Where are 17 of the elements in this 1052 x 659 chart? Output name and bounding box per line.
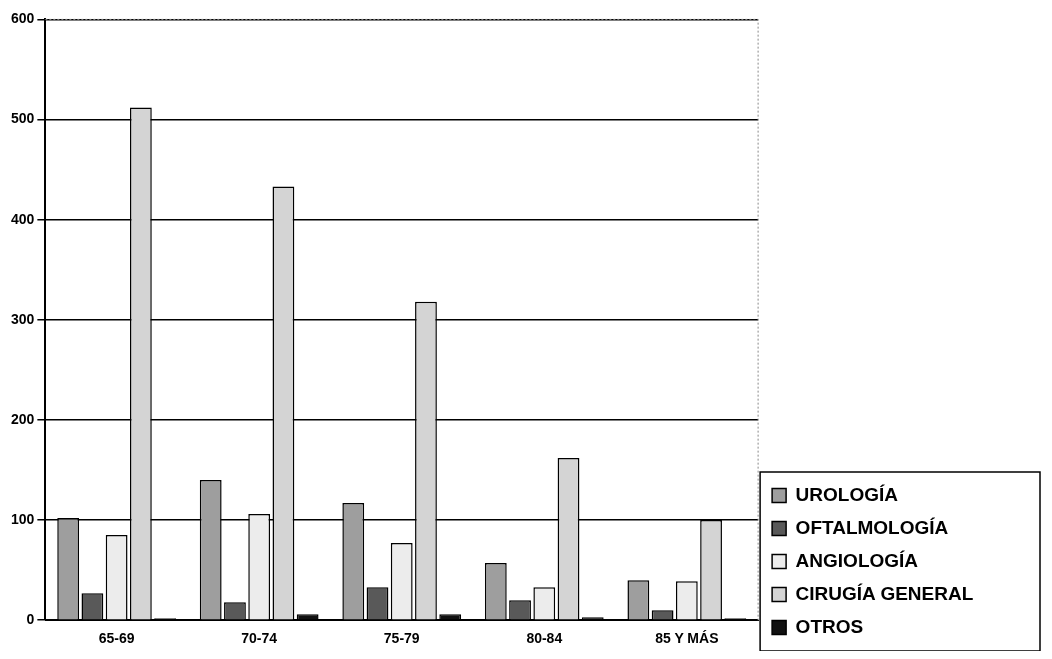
y-tick-label: 200: [11, 410, 35, 427]
legend-label: OFTALMOLOGÍA: [795, 516, 949, 538]
x-tick-label: 70-74: [241, 630, 278, 647]
x-tick-label: 65-69: [98, 630, 135, 647]
legend-label: OTROS: [795, 615, 864, 637]
legend-label: ANGIOLOGÍA: [795, 549, 919, 571]
y-tick-label: 300: [11, 310, 35, 327]
y-tick-label: 400: [11, 210, 35, 227]
legend-label: CIRUGÍA GENERAL: [795, 582, 974, 604]
y-tick-label: 600: [11, 10, 35, 27]
x-tick-label: 80-84: [526, 630, 563, 647]
y-tick-label: 500: [11, 110, 35, 127]
y-tick-label: 0: [26, 611, 35, 628]
x-tick-label: 85 Y MÁS: [655, 630, 719, 647]
x-tick-label: 75-79: [383, 630, 420, 647]
legend-label: UROLOGÍA: [795, 483, 899, 505]
y-tick-label: 100: [11, 510, 35, 527]
